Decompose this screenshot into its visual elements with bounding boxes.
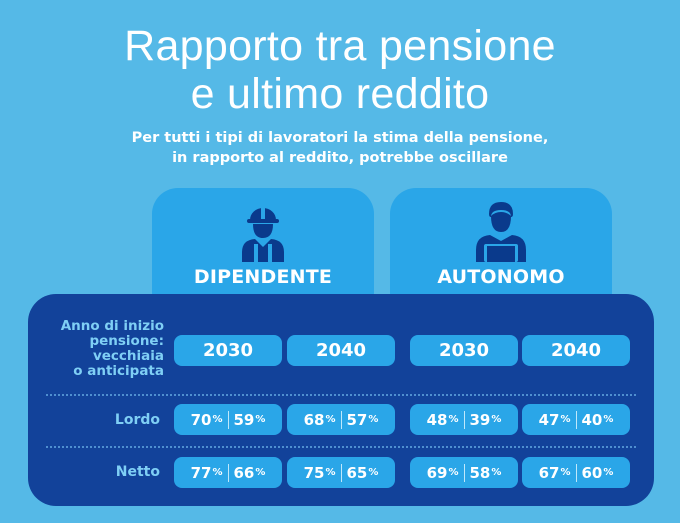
cell-divider <box>575 463 577 482</box>
worker-helmet-icon <box>236 200 290 266</box>
cell-divider <box>227 463 229 482</box>
percent-cell: 67% 60% <box>522 457 630 488</box>
tab-label-dipendente: DIPENDENTE <box>193 266 333 288</box>
year-cell: 2030 <box>174 335 282 366</box>
row-divider <box>46 446 636 448</box>
percent-value: 68 <box>303 410 325 429</box>
person-laptop-icon <box>472 200 530 266</box>
row-label-anno: Anno di inizio pensione: vecchiaia o ant… <box>40 319 164 379</box>
row-label-anno-line: Anno di inizio <box>60 318 164 334</box>
percent-value: 39 <box>469 410 491 429</box>
percent-value: 67 <box>538 463 560 482</box>
percent-symbol: % <box>368 467 379 478</box>
percent-symbol: % <box>212 414 223 425</box>
year-cell: 2040 <box>287 335 395 366</box>
percent-value: 75 <box>303 463 325 482</box>
year-cell: 2030 <box>410 335 518 366</box>
cell-divider <box>463 463 465 482</box>
subtitle-line-2: in rapporto al reddito, potrebbe oscilla… <box>172 150 508 166</box>
row-label-netto: Netto <box>115 464 160 480</box>
percent-symbol: % <box>325 467 336 478</box>
percent-value: 40 <box>581 410 603 429</box>
percent-symbol: % <box>603 414 614 425</box>
percent-value: 69 <box>426 463 448 482</box>
percent-symbol: % <box>255 467 266 478</box>
percent-symbol: % <box>491 467 502 478</box>
cell-divider <box>463 410 465 429</box>
percent-value: 57 <box>346 410 368 429</box>
cell-divider <box>575 410 577 429</box>
page-title: Rapporto tra pensione e ultimo reddito <box>0 22 680 118</box>
percent-value: 47 <box>538 410 560 429</box>
row-label-lordo: Lordo <box>114 412 160 428</box>
percent-symbol: % <box>255 414 266 425</box>
percent-value: 66 <box>233 463 255 482</box>
percent-symbol: % <box>448 467 459 478</box>
percent-value: 48 <box>426 410 448 429</box>
tab-label-autonomo: AUTONOMO <box>437 266 565 288</box>
row-label-anno-line: vecchiaia <box>92 348 164 364</box>
percent-cell: 47% 40% <box>522 404 630 435</box>
percent-value: 77 <box>190 463 212 482</box>
year-cell: 2040 <box>522 335 630 366</box>
cell-divider <box>340 410 342 429</box>
percent-symbol: % <box>368 414 379 425</box>
percent-value: 58 <box>469 463 491 482</box>
percent-value: 59 <box>233 410 255 429</box>
row-divider <box>46 394 636 396</box>
percent-cell: 68% 57% <box>287 404 395 435</box>
percent-value: 70 <box>190 410 212 429</box>
subtitle-line-1: Per tutti i tipi di lavoratori la stima … <box>131 130 549 146</box>
cell-divider <box>227 410 229 429</box>
title-line-2: e ultimo reddito <box>190 70 490 118</box>
percent-cell: 77% 66% <box>174 457 282 488</box>
percent-symbol: % <box>560 467 571 478</box>
percent-symbol: % <box>448 414 459 425</box>
percent-symbol: % <box>491 414 502 425</box>
title-line-1: Rapporto tra pensione <box>124 22 556 70</box>
cell-divider <box>340 463 342 482</box>
percent-cell: 75% 65% <box>287 457 395 488</box>
percent-cell: 69% 58% <box>410 457 518 488</box>
percent-symbol: % <box>560 414 571 425</box>
percent-symbol: % <box>603 467 614 478</box>
percent-value: 60 <box>581 463 603 482</box>
percent-symbol: % <box>325 414 336 425</box>
percent-cell: 48% 39% <box>410 404 518 435</box>
page-subtitle: Per tutti i tipi di lavoratori la stima … <box>0 128 680 168</box>
percent-symbol: % <box>212 467 223 478</box>
percent-value: 65 <box>346 463 368 482</box>
row-label-anno-line: o anticipata <box>73 363 164 379</box>
percent-cell: 70% 59% <box>174 404 282 435</box>
row-label-anno-line: pensione: <box>89 333 164 349</box>
